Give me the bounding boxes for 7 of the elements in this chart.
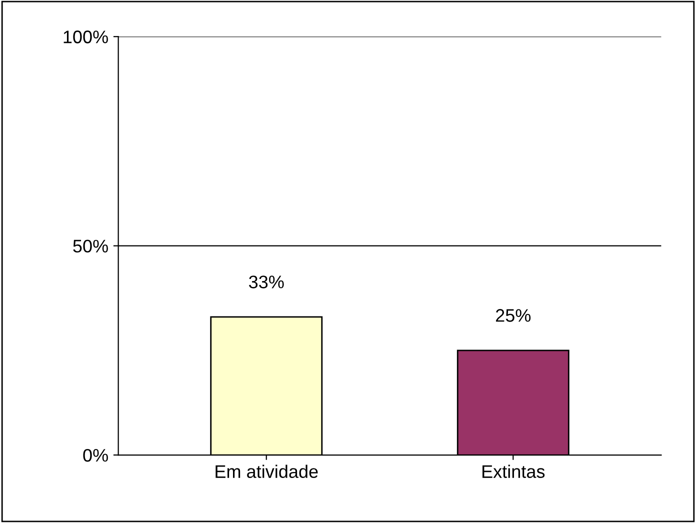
y-tick-label: 50% xyxy=(73,240,108,253)
data-label: 33% xyxy=(249,276,284,288)
data-label: 25% xyxy=(496,309,531,322)
y-tick-label: 0% xyxy=(83,448,108,462)
x-tick-label: Extintas xyxy=(482,464,545,478)
y-tick-label: 100% xyxy=(64,30,108,44)
x-tick-label: Em atividade xyxy=(216,464,318,478)
